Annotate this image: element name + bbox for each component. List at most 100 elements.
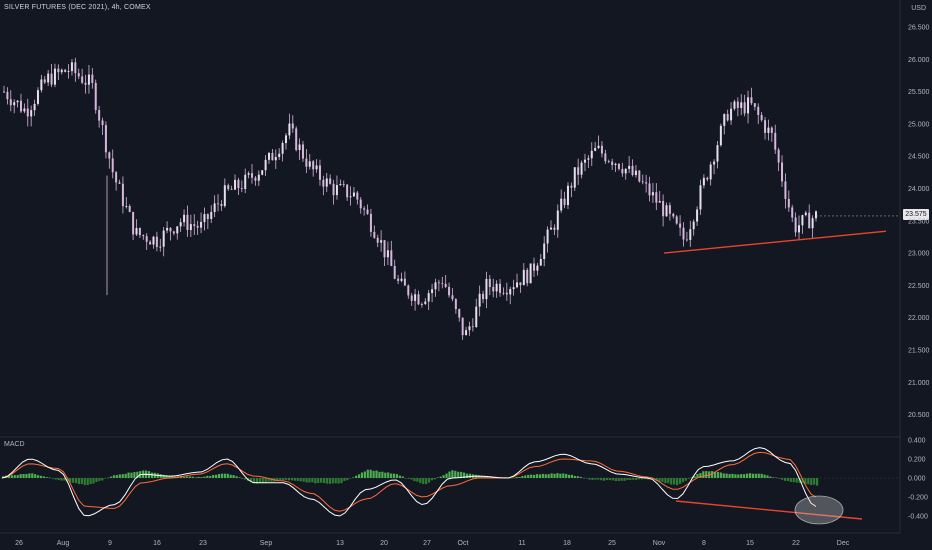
macd-histogram-bar — [322, 478, 326, 484]
macd-histogram-bar — [705, 471, 708, 478]
candle-body — [91, 74, 94, 83]
candle-body — [33, 103, 36, 111]
macd-trough-highlight — [794, 495, 844, 525]
candle-body — [19, 100, 22, 112]
macd-histogram-bar — [530, 474, 533, 478]
candle-body — [757, 106, 760, 115]
macd-histogram-bar — [299, 478, 302, 482]
macd-histogram-bar — [576, 476, 579, 478]
candle-body — [549, 227, 552, 230]
candle-body — [380, 240, 383, 243]
candle-body — [482, 293, 485, 300]
macd-histogram-bar — [395, 474, 399, 478]
candle-body — [696, 209, 699, 222]
macd-histogram-bar — [419, 478, 422, 484]
macd-histogram-bar — [629, 478, 632, 480]
price-axis-tick-label: 25.500 — [908, 89, 930, 96]
candle-body — [417, 294, 420, 305]
macd-histogram-bar — [19, 474, 22, 478]
macd-histogram-bar — [813, 478, 816, 485]
macd-histogram-bar — [311, 478, 314, 483]
candle-body — [152, 236, 155, 245]
candle-body — [594, 147, 597, 151]
price-support-trendline — [663, 230, 887, 254]
candle-body — [155, 236, 158, 248]
macd-histogram-bar — [77, 478, 81, 485]
candle-body — [431, 289, 434, 294]
macd-histogram-bar — [605, 478, 609, 481]
macd-histogram-bar — [95, 478, 98, 482]
candle-body — [502, 292, 505, 294]
candle-body — [172, 231, 175, 234]
price-axis-tick-label: 24.000 — [908, 186, 930, 193]
macd-histogram-bar — [614, 478, 617, 482]
macd-histogram-bar — [136, 471, 139, 478]
macd-histogram-bar — [550, 473, 553, 478]
macd-histogram-bar — [162, 474, 165, 478]
candle-body — [407, 285, 410, 296]
candle-body — [403, 278, 406, 286]
candle-body — [318, 165, 321, 180]
candle-body — [774, 132, 777, 150]
candle-body — [346, 184, 349, 198]
candle-body — [468, 326, 471, 331]
macd-axis-tick-label: 0.000 — [908, 476, 926, 483]
candle-body — [43, 79, 46, 83]
candle-body — [349, 196, 352, 198]
macd-histogram-bar — [209, 475, 212, 478]
candle-body — [312, 161, 315, 170]
macd-histogram-bar — [282, 478, 285, 481]
candle-body — [230, 188, 233, 190]
macd-histogram-bar — [737, 474, 740, 478]
macd-histogram-bar — [451, 470, 454, 478]
macd-histogram-bar — [66, 478, 69, 482]
macd-histogram-bar — [384, 472, 387, 478]
macd-histogram-bar — [608, 478, 612, 481]
macd-histogram-bar — [585, 478, 588, 479]
macd-histogram-bar — [786, 478, 790, 482]
macd-histogram-bar — [188, 476, 191, 478]
macd-histogram-bar — [477, 475, 480, 478]
macd-histogram-bar — [696, 474, 699, 478]
candle-body — [227, 185, 230, 189]
candle-body — [101, 120, 104, 126]
candle-body — [560, 198, 563, 211]
candle-body — [301, 144, 304, 159]
candle-body — [553, 227, 556, 230]
time-axis-tick-label: 18 — [563, 540, 571, 547]
candle-body — [645, 182, 648, 184]
macd-divergence-trendline — [675, 500, 863, 520]
macd-histogram-bar — [798, 478, 801, 483]
macd-histogram-bar — [454, 470, 457, 478]
macd-histogram-bar — [617, 478, 620, 482]
macd-histogram-bar — [92, 478, 95, 484]
macd-histogram-bar — [702, 471, 705, 478]
macd-histogram-bar — [468, 473, 472, 478]
macd-histogram-bar — [565, 473, 568, 478]
macd-histogram-bar — [664, 478, 667, 484]
macd-histogram-bar — [538, 474, 542, 478]
candle-body — [132, 211, 135, 235]
candle-body — [213, 203, 216, 212]
candle-body — [536, 265, 539, 271]
candle-body — [332, 183, 335, 196]
macd-histogram-bar — [416, 478, 419, 482]
macd-histogram-bar — [623, 478, 626, 481]
macd-histogram-bar — [658, 478, 661, 482]
macd-histogram-bar — [235, 476, 238, 478]
candle-body — [499, 283, 502, 293]
candle-body — [104, 125, 107, 153]
time-axis-tick-label: 23 — [199, 540, 207, 547]
macd-histogram-bar — [37, 475, 40, 478]
macd-histogram-bar — [124, 473, 127, 478]
candle-body — [516, 282, 519, 288]
candle-body — [495, 283, 498, 292]
candle-body — [672, 213, 675, 217]
macd-histogram-bar — [640, 478, 644, 480]
macd-histogram-bar — [670, 478, 673, 485]
candle-body — [641, 181, 644, 183]
candle-body — [454, 299, 457, 310]
candle-body — [617, 163, 620, 169]
candle-body — [702, 177, 705, 186]
